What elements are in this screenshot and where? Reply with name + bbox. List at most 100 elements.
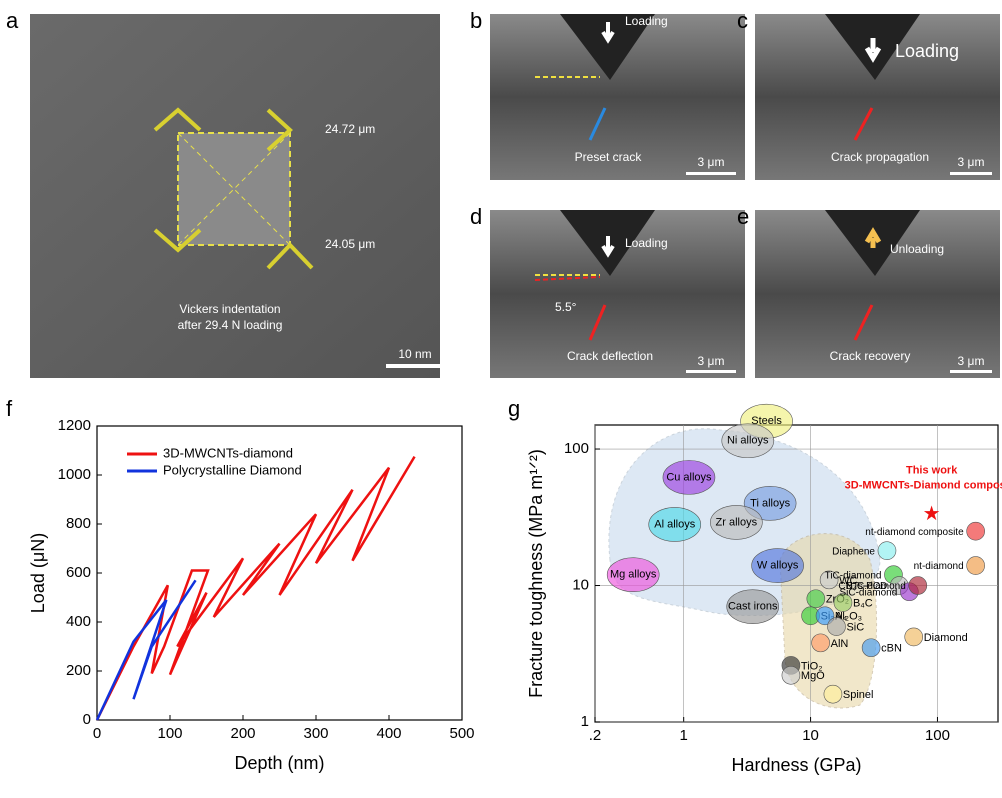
x-axis-title: Hardness (GPa) [731,755,861,775]
material-region [833,593,853,612]
caption: Loading [625,14,668,28]
y-tick-label: 1000 [58,466,91,483]
scale-bar [386,364,444,368]
material-label: cBN [881,643,902,655]
material-label: Zr alloys [716,516,758,528]
x-tick-label: 200 [230,725,255,742]
material-label: SiC-diamond [839,587,897,598]
material-region [721,423,775,459]
material-label: Diamond [924,632,968,644]
x-tick-label: 300 [303,725,328,742]
material-region [751,548,804,583]
y-tick-label: 1 [581,713,589,730]
y-tick-label: 1200 [58,417,91,434]
y-tick-label: 400 [66,613,91,630]
material-region [966,556,985,575]
panel-letter: e [737,204,749,229]
x-tick-label: .2 [589,727,602,744]
material-region [648,507,702,542]
material-label: Ni alloys [727,435,769,447]
scale-text: 10 nm [398,347,431,361]
material-label: nt-diamond [914,561,964,572]
y-tick-label: 200 [66,662,91,679]
x-tick-label: 100 [925,727,950,744]
material-region [827,617,846,636]
material-label: B₄C [853,597,873,609]
y-axis-title: Load (μN) [28,533,48,613]
highlight-label: This work [906,465,958,477]
material-label: W alloys [757,559,799,571]
x-tick-label: 400 [376,725,401,742]
indenter-tips [560,14,920,276]
panel-letter: f [6,396,13,421]
material-label: B₄C-diamond [846,581,906,592]
x-tick-label: 1 [680,727,688,744]
caption: Crack deflection [567,349,653,363]
panel-letter: c [737,8,748,33]
legend-label: 3D-MWCNTs-diamond [163,445,293,460]
material-region [662,460,716,495]
caption: Crack propagation [831,150,929,164]
material-label: Diaphene [832,546,875,557]
dimension: 24.05 μm [325,237,375,251]
material-label: CNTs-PCD [838,581,887,592]
material-label: MgO [801,670,825,682]
material-region [815,606,835,626]
y-axis-title: Fracture toughness (MPa m¹ᐟ²) [526,449,546,698]
panel-letter: d [470,204,482,229]
series-line [95,455,416,721]
caption: 5.5° [555,300,577,314]
scale-text: 3 μm [958,354,985,368]
panel-letter: a [6,8,19,33]
x-axis-title: Depth (nm) [234,753,324,773]
y-tick-label: 600 [66,564,91,581]
material-region [606,557,660,593]
legend-label: Polycrystalline Diamond [163,462,302,477]
series-line [95,579,197,721]
x-tick-label: 500 [449,725,474,742]
caption: Loading [895,41,959,61]
material-region [904,627,924,647]
material-region [811,633,830,653]
dimension: 24.72 μm [325,122,375,136]
material-region [781,665,801,685]
x-tick-label: 10 [802,727,819,744]
material-label: TiO₂ [801,660,823,672]
panel-letter: b [470,8,482,33]
material-label: Al alloys [654,518,695,530]
material-region [908,576,928,595]
caption: Loading [625,236,668,250]
y-tick-label: 800 [66,515,91,532]
material-label: Cu alloys [666,471,712,483]
y-tick-label: 10 [572,576,589,593]
material-region [823,684,843,704]
material-region [966,521,985,541]
material-label: Steels [751,415,782,427]
material-region [726,589,780,624]
caption: Unloading [890,242,944,256]
indent-corners [153,107,314,270]
x-tick-label: 100 [157,725,182,742]
material-region [877,541,897,560]
panel-letter: g [508,396,520,421]
material-label: Ti alloys [750,497,790,509]
material-region [819,570,839,590]
highlight-label: 3D-MWCNTs-Diamond composite [845,480,1002,492]
material-label: SiC [846,622,864,634]
scale-text: 3 μm [958,155,985,169]
material-label: TiC-diamond [825,570,882,581]
material-label: AlN [831,638,849,650]
material-label: Cast irons [728,601,778,613]
scale-text: 3 μm [698,155,725,169]
caption: after 29.4 N loading [178,318,283,332]
material-region [806,589,826,609]
material-label: nt-diamond composite [865,527,964,538]
caption: Vickers indentation [179,302,280,316]
material-region [710,505,763,540]
x-tick-label: 0 [93,725,101,742]
material-region [861,638,881,658]
caption: Preset crack [575,150,643,164]
material-label: Spinel [843,689,874,701]
scale-text: 3 μm [698,354,725,368]
